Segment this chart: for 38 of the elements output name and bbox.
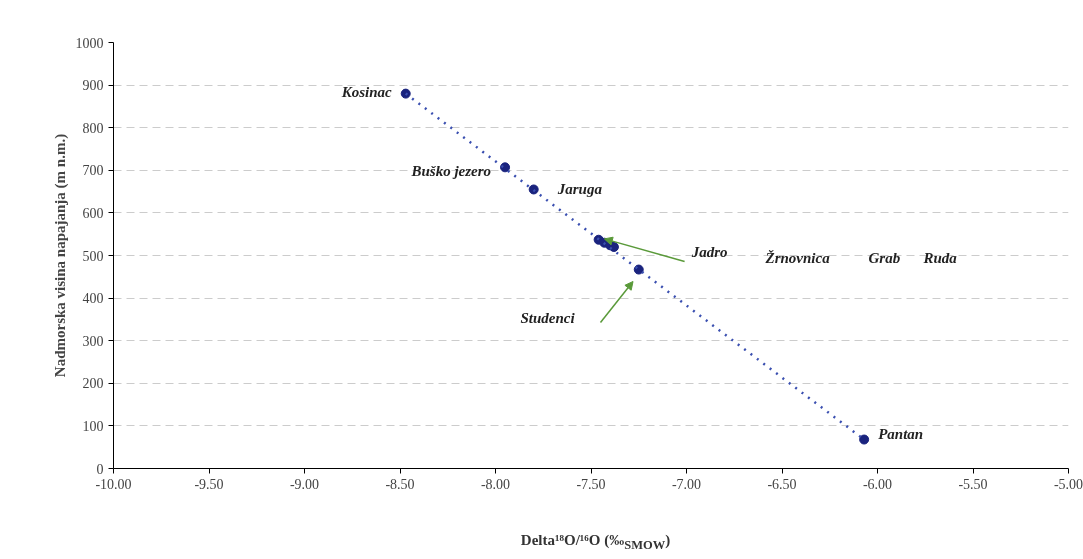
y-tick-label: 200 [82,376,104,392]
annotation: Ruda [922,249,958,266]
point [859,434,870,445]
y-tick-label: 400 [82,291,104,307]
x-tick-label: -6.50 [767,476,797,492]
point [500,162,511,173]
x-tick-label: -8.00 [480,476,511,492]
annotation: Pantan [878,425,924,442]
annotation: Buško jezero [410,163,492,180]
y-tick-label: 1000 [75,35,104,51]
y-tick-label: 0 [96,461,104,477]
y-tick-label: 800 [82,120,104,136]
annotation: Studenci [520,309,576,326]
x-tick-label: -7.50 [576,476,606,492]
x-tick-label: -7.00 [671,476,702,492]
x-tick-label: -5.00 [1053,476,1083,492]
x-tick-label: -9.00 [289,476,320,492]
y-tick-label: 100 [82,418,104,434]
x-tick-label: -9.50 [194,476,224,492]
y-tick-label: 500 [82,248,104,264]
y-axis-title: Nadmorska visina napajanja (m n.m.) [51,133,69,378]
x-tick-label: -6.00 [862,476,893,492]
x-axis-title: Delta¹⁸O/¹⁶O (‰$_{SMOW}$) [520,531,671,554]
y-tick-label: 600 [82,205,104,221]
x-tick-label: -5.50 [958,476,988,492]
x-tick-label: -10.00 [95,476,132,492]
point [400,88,411,99]
annotation: Grab [868,249,901,266]
point [528,184,539,195]
annotation: Kosinac [340,83,393,100]
annotation: Jadro [690,243,728,260]
y-tick-label: 900 [82,78,104,94]
point [633,264,644,275]
annotation: Jaruga [556,181,603,198]
x-tick-label: -8.50 [385,476,415,492]
annotation: Žrnovnica [764,249,831,266]
y-tick-label: 700 [82,163,104,179]
y-tick-label: 300 [82,333,104,349]
